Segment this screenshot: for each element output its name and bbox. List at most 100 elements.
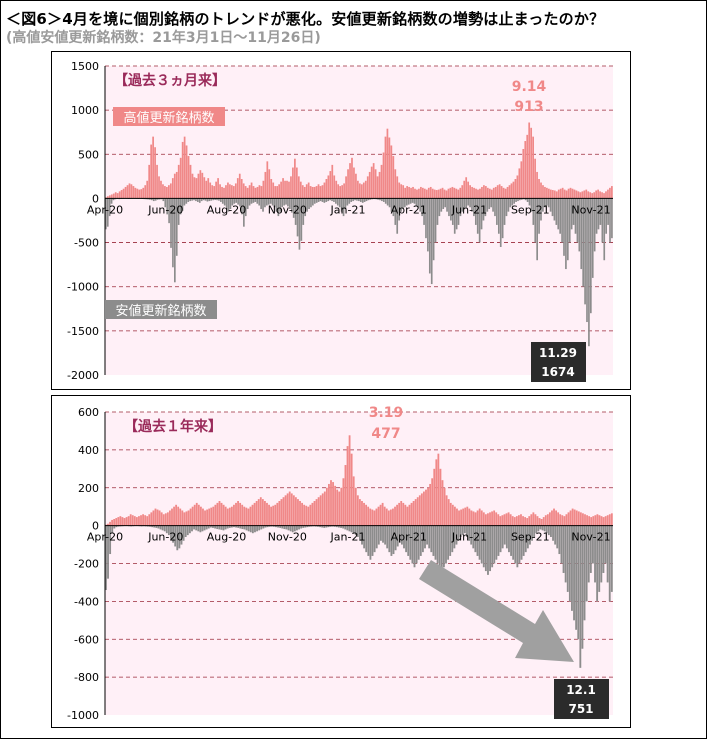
bar [547, 525, 550, 536]
bar [459, 187, 462, 199]
bar [555, 191, 558, 199]
bar [117, 517, 120, 526]
bar [463, 198, 466, 210]
peak-high-date: 3.19 [369, 405, 404, 421]
bar [348, 198, 351, 204]
bar [268, 169, 271, 199]
bar [231, 185, 233, 199]
bar [359, 183, 361, 199]
bar [175, 504, 178, 526]
y-tick-label: 500 [78, 148, 99, 161]
bar [584, 198, 586, 305]
bar [333, 525, 336, 527]
bar [445, 190, 448, 199]
bar [235, 198, 238, 203]
bar [244, 186, 247, 199]
bar [168, 185, 170, 199]
bar [467, 181, 470, 199]
x-tick-label: Jun-21 [451, 203, 487, 216]
chart-panel-3m: 1500 1000 500 0 -500 -1000 -1500 -2000 Apr-20 Ju… [51, 51, 631, 390]
bar [335, 198, 337, 204]
bar [501, 525, 504, 549]
bar [228, 525, 231, 528]
bar [370, 166, 373, 199]
bar [166, 186, 168, 199]
bar [591, 198, 594, 278]
bar [388, 525, 391, 553]
bar [519, 198, 521, 201]
bar [456, 508, 458, 526]
bar [234, 183, 237, 199]
bar [295, 167, 298, 199]
bar [564, 525, 567, 583]
bar [230, 525, 233, 528]
bar [544, 515, 547, 526]
bar [473, 198, 475, 217]
bar [475, 188, 477, 199]
bar [522, 148, 525, 199]
bar [534, 514, 537, 526]
y-tick-label: 1500 [71, 60, 99, 73]
bar [214, 525, 217, 529]
bar [571, 188, 574, 199]
bar [346, 446, 349, 526]
bar [164, 513, 167, 526]
bar [185, 198, 188, 204]
bar [432, 198, 435, 261]
bar [419, 198, 422, 212]
bar [287, 525, 290, 531]
bar [449, 187, 452, 199]
bar [274, 186, 277, 199]
bar [534, 158, 536, 199]
bar [541, 525, 544, 531]
bar [462, 508, 465, 526]
bar [375, 508, 378, 526]
bar [515, 198, 517, 202]
bar [501, 198, 504, 239]
bar [596, 525, 599, 602]
bar [303, 504, 306, 526]
bar [151, 198, 153, 201]
bar [317, 497, 320, 526]
bar [181, 198, 184, 211]
bar [513, 198, 515, 204]
bar [385, 508, 388, 526]
bar [388, 137, 391, 199]
bar [288, 181, 290, 199]
bar [339, 186, 342, 199]
bar [105, 197, 107, 199]
bar [283, 525, 286, 530]
bar [264, 198, 266, 208]
chart-1-year: 600 400 200 0 -200 -400 -600 -800 -1000 Apr-20 Ju… [67, 405, 613, 722]
bar [585, 525, 588, 602]
bar [122, 188, 125, 199]
bar [264, 171, 267, 199]
bar [392, 198, 395, 217]
bar [437, 453, 440, 526]
bar [579, 192, 582, 199]
bar [160, 180, 162, 199]
bar [214, 504, 217, 526]
bar [185, 511, 188, 526]
bar [180, 525, 183, 545]
bar [569, 187, 572, 199]
bar [484, 525, 487, 572]
bar [560, 525, 563, 564]
bar [392, 508, 394, 526]
bar [377, 198, 379, 200]
x-tick-label: Nov-20 [268, 203, 307, 216]
bar [354, 198, 356, 201]
bar [329, 198, 331, 201]
bar [169, 183, 172, 199]
bar [236, 178, 239, 199]
bar [178, 525, 181, 549]
bar [378, 171, 381, 199]
bar [484, 514, 487, 526]
bar [239, 198, 241, 207]
bar [191, 525, 193, 532]
bar [359, 198, 362, 202]
bar [448, 198, 450, 217]
bar [172, 525, 175, 543]
bar [341, 185, 343, 199]
bar [415, 525, 418, 564]
